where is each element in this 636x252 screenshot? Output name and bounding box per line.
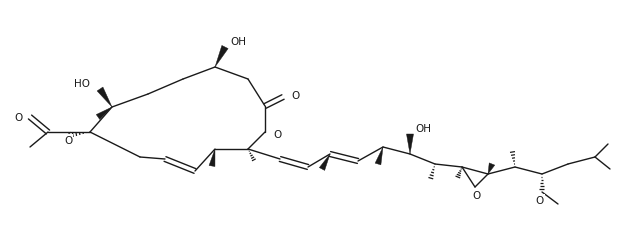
Text: HO: HO (74, 79, 90, 89)
Polygon shape (319, 154, 330, 171)
Polygon shape (488, 163, 495, 174)
Text: O: O (536, 195, 544, 205)
Text: O: O (291, 91, 300, 101)
Text: O: O (473, 190, 481, 200)
Text: OH: OH (415, 123, 431, 134)
Polygon shape (406, 135, 413, 154)
Text: OH: OH (230, 37, 246, 47)
Polygon shape (215, 46, 228, 68)
Text: O: O (273, 130, 281, 139)
Polygon shape (96, 108, 112, 120)
Polygon shape (375, 147, 383, 165)
Text: O: O (15, 113, 23, 122)
Text: O: O (64, 136, 72, 145)
Polygon shape (97, 88, 112, 108)
Polygon shape (209, 149, 215, 167)
